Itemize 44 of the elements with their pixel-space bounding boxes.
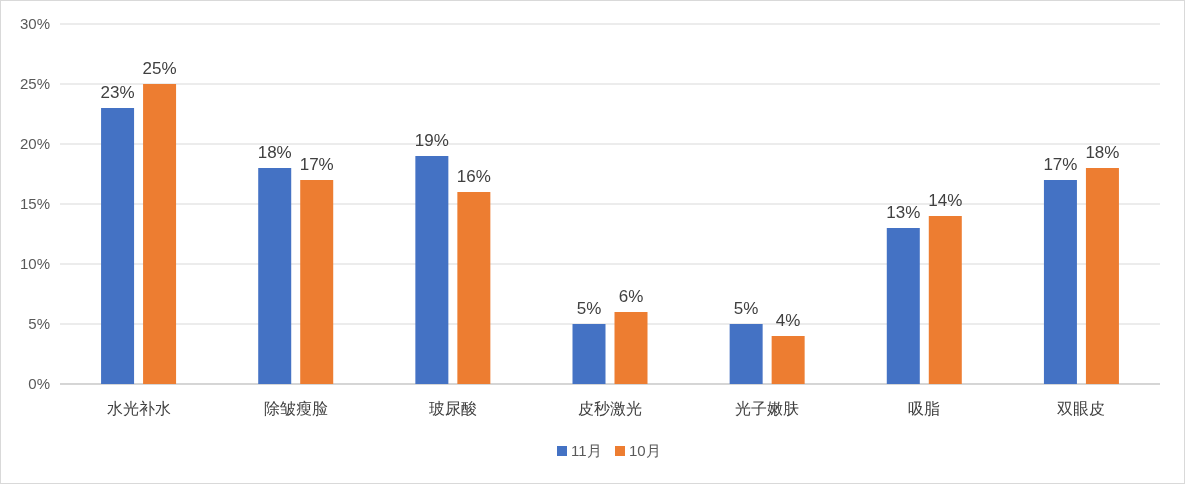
data-label: 25% <box>142 59 177 78</box>
bar <box>886 228 920 384</box>
y-tick-label: 20% <box>19 135 50 152</box>
data-label: 5% <box>576 299 602 318</box>
bar <box>300 180 334 384</box>
bar <box>614 312 648 384</box>
data-label: 16% <box>456 167 491 186</box>
legend-label: 10月 <box>629 442 661 459</box>
x-tick-label: 除皱瘦脸 <box>263 400 328 417</box>
x-tick-label: 皮秒激光 <box>578 400 642 417</box>
data-label: 4% <box>775 311 801 330</box>
bar <box>928 216 962 384</box>
data-label: 13% <box>886 203 921 222</box>
bar <box>1085 168 1119 384</box>
y-tick-label: 25% <box>19 75 50 92</box>
x-tick-label: 吸脂 <box>908 400 941 417</box>
data-label: 18% <box>257 143 292 162</box>
legend-label: 11月 <box>571 442 602 459</box>
bar <box>1043 180 1077 384</box>
bar <box>771 336 805 384</box>
x-tick-label: 双眼皮 <box>1057 400 1106 417</box>
data-label: 23% <box>100 83 135 102</box>
y-tick-label: 5% <box>28 315 50 332</box>
x-tick-label: 玻尿酸 <box>428 400 477 417</box>
bar <box>258 168 292 384</box>
bar <box>729 324 763 384</box>
x-tick-label: 水光补水 <box>106 400 171 417</box>
bar <box>101 108 135 384</box>
y-tick-label: 30% <box>19 15 50 32</box>
bar <box>572 324 606 384</box>
data-label: 18% <box>1085 143 1120 162</box>
bar <box>143 84 177 384</box>
data-label: 14% <box>928 191 963 210</box>
y-tick-label: 10% <box>19 255 50 272</box>
data-label: 17% <box>1043 155 1078 174</box>
y-tick-label: 15% <box>19 195 50 212</box>
bar <box>457 192 491 384</box>
data-label: 17% <box>299 155 334 174</box>
data-label: 6% <box>618 287 644 306</box>
x-tick-label: 光子嫩肤 <box>735 400 800 417</box>
data-label: 5% <box>733 299 759 318</box>
data-label: 19% <box>414 131 449 150</box>
y-tick-label: 0% <box>28 375 50 392</box>
bar <box>415 156 449 384</box>
